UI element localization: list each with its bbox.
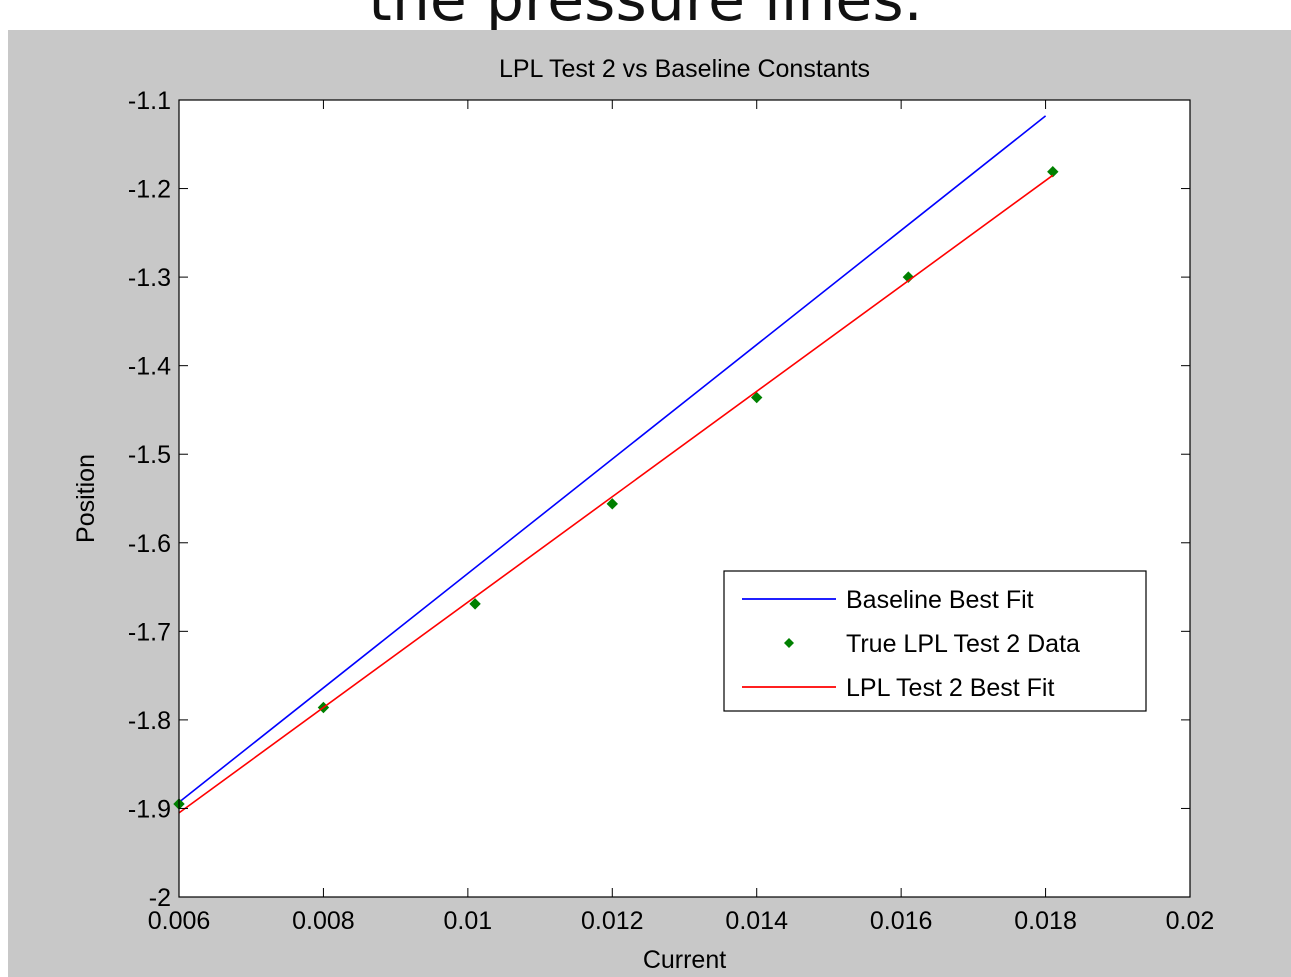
y-tick-label: -1.3 — [128, 264, 171, 292]
x-tick-label: 0.01 — [444, 907, 493, 935]
chart-title: LPL Test 2 vs Baseline Constants — [499, 55, 870, 83]
legend-entry-label: True LPL Test 2 Data — [846, 630, 1080, 658]
series-layer — [173, 115, 1059, 814]
data-point-3 — [606, 498, 618, 510]
x-tick-label: 0.008 — [292, 907, 355, 935]
y-tick-label: -1.4 — [128, 353, 171, 381]
series-line-2 — [178, 174, 1054, 814]
y-tick-label: -1.8 — [128, 707, 171, 735]
ticks-layer: 0.006 0.008 0.01 0.012 0.014 0.016 0.018 0.02 -2… — [128, 87, 1214, 935]
plot-area — [179, 100, 1190, 897]
x-tick-label: 0.02 — [1166, 907, 1215, 935]
legend: Baseline Best Fit True LPL Test 2 Data LPL… — [723, 570, 1147, 712]
legend-marker-swatch — [784, 638, 794, 648]
x-tick-label: 0.006 — [148, 907, 211, 935]
axes-layer — [178, 99, 1191, 898]
data-point-2 — [469, 598, 481, 610]
y-tick-label: -1.9 — [128, 795, 171, 823]
legend-entry-label: Baseline Best Fit — [846, 586, 1034, 614]
legend-entry-label: LPL Test 2 Best Fit — [846, 674, 1054, 702]
figure-window: 0.006 0.008 0.01 0.012 0.014 0.016 0.018 0.02 -2… — [8, 30, 1291, 977]
y-tick-label: -1.5 — [128, 441, 171, 469]
x-tick-label: 0.014 — [725, 907, 788, 935]
x-tick-label: 0.016 — [870, 907, 933, 935]
y-tick-label: -1.1 — [128, 87, 171, 115]
x-axis-label: Current — [643, 946, 726, 974]
chart: 0.006 0.008 0.01 0.012 0.014 0.016 0.018 0.02 -2… — [72, 55, 1214, 974]
data-point-6 — [1047, 166, 1059, 178]
axes-box — [178, 99, 1191, 898]
y-axis-label: Position — [72, 454, 100, 543]
x-tick-label: 0.012 — [581, 907, 644, 935]
y-tick-label: -1.6 — [128, 530, 171, 558]
data-point-4 — [751, 391, 763, 404]
x-tick-label: 0.018 — [1014, 907, 1077, 935]
plot-area-group — [179, 100, 1190, 897]
y-tick-label: -2 — [149, 884, 171, 912]
series-line-0 — [178, 115, 1047, 803]
y-tick-label: -1.2 — [128, 176, 171, 204]
top-caption: the pressure lines. — [0, 0, 1291, 30]
y-tick-label: -1.7 — [128, 618, 171, 646]
